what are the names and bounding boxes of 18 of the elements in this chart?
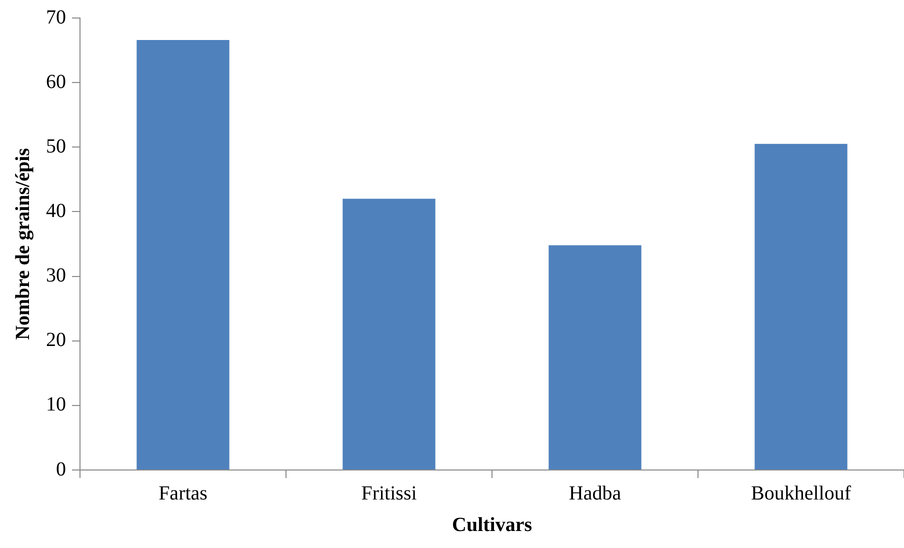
y-tick-label: 30 — [46, 264, 66, 287]
bar — [548, 245, 642, 470]
x-tick-label: Boukhellouf — [751, 482, 852, 504]
y-tick-label: 10 — [46, 394, 66, 416]
bar — [342, 198, 436, 470]
y-tick-label: 70 — [46, 6, 66, 28]
y-tick-label: 60 — [46, 70, 66, 93]
bar — [136, 40, 230, 470]
x-axis-title: Cultivars — [452, 514, 532, 536]
bar — [754, 144, 848, 470]
y-tick-label: 40 — [46, 200, 66, 222]
x-tick-label: Hadba — [568, 482, 622, 504]
y-tick-label: 20 — [46, 329, 66, 352]
y-axis-title: Nombre de grains/épis — [12, 148, 34, 340]
x-tick-label: Fritissi — [361, 482, 418, 504]
y-tick-label: 50 — [46, 135, 66, 158]
y-tick-label: 0 — [56, 458, 66, 480]
x-tick-label: Fartas — [158, 482, 208, 504]
